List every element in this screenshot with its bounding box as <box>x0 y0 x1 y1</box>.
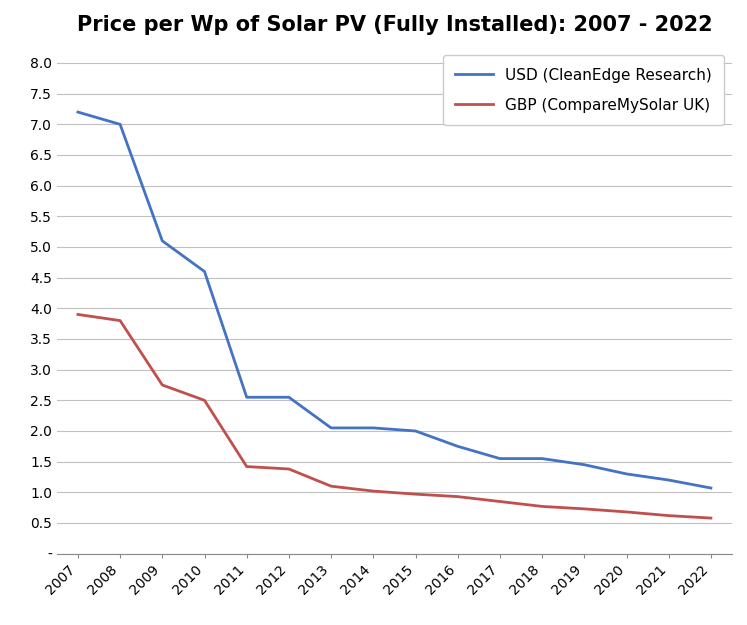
USD (CleanEdge Research) <box>580 461 589 469</box>
GBP (CompareMySolar UK) <box>116 317 125 324</box>
USD (CleanEdge Research) <box>326 424 335 432</box>
GBP (CompareMySolar UK) <box>453 493 462 501</box>
GBP (CompareMySolar UK) <box>369 488 378 495</box>
USD (CleanEdge Research) <box>116 121 125 128</box>
GBP (CompareMySolar UK) <box>242 462 251 470</box>
USD (CleanEdge Research) <box>200 268 209 275</box>
USD (CleanEdge Research) <box>495 455 504 462</box>
GBP (CompareMySolar UK) <box>326 482 335 490</box>
USD (CleanEdge Research) <box>73 108 82 116</box>
USD (CleanEdge Research) <box>158 237 167 244</box>
GBP (CompareMySolar UK) <box>580 505 589 512</box>
USD (CleanEdge Research) <box>453 442 462 450</box>
GBP (CompareMySolar UK) <box>538 503 547 510</box>
GBP (CompareMySolar UK) <box>495 498 504 505</box>
USD (CleanEdge Research) <box>285 394 294 401</box>
Line: USD (CleanEdge Research): USD (CleanEdge Research) <box>78 112 711 488</box>
Legend: USD (CleanEdge Research), GBP (CompareMySolar UK): USD (CleanEdge Research), GBP (CompareMy… <box>443 55 725 125</box>
GBP (CompareMySolar UK) <box>158 381 167 389</box>
USD (CleanEdge Research) <box>664 476 673 484</box>
USD (CleanEdge Research) <box>622 470 631 478</box>
GBP (CompareMySolar UK) <box>73 311 82 318</box>
USD (CleanEdge Research) <box>242 394 251 401</box>
Title: Price per Wp of Solar PV (Fully Installed): 2007 - 2022: Price per Wp of Solar PV (Fully Installe… <box>77 15 712 35</box>
USD (CleanEdge Research) <box>369 424 378 432</box>
GBP (CompareMySolar UK) <box>707 514 716 522</box>
USD (CleanEdge Research) <box>538 455 547 462</box>
GBP (CompareMySolar UK) <box>664 512 673 519</box>
GBP (CompareMySolar UK) <box>622 508 631 516</box>
GBP (CompareMySolar UK) <box>200 397 209 404</box>
Line: GBP (CompareMySolar UK): GBP (CompareMySolar UK) <box>78 314 711 518</box>
USD (CleanEdge Research) <box>707 484 716 492</box>
GBP (CompareMySolar UK) <box>411 491 420 498</box>
GBP (CompareMySolar UK) <box>285 465 294 472</box>
USD (CleanEdge Research) <box>411 428 420 435</box>
